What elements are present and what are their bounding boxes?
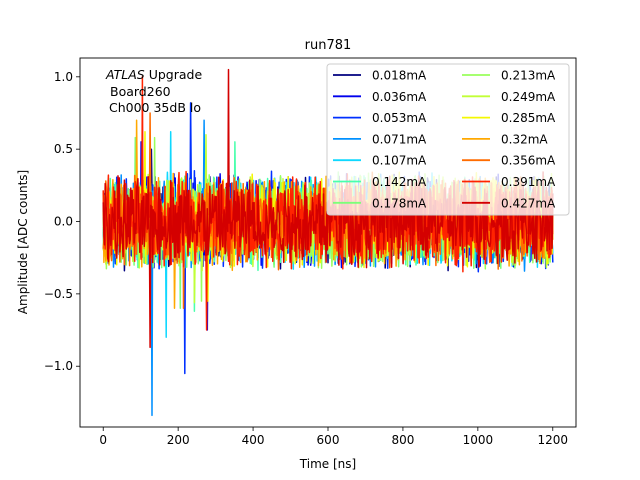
annotation-atlas: ATLAS (105, 67, 145, 82)
x-tick-label: 1000 (463, 433, 494, 447)
legend-label: 0.285mA (501, 111, 556, 125)
x-tick-label: 200 (167, 433, 190, 447)
x-tick-label: 0 (99, 433, 107, 447)
legend-label: 0.32mA (501, 132, 548, 146)
legend-label: 0.178mA (372, 196, 427, 210)
y-axis: −1.0 −0.5 0.0 0.5 1.0 (44, 70, 80, 373)
y-tick-label: 1.0 (54, 70, 73, 84)
legend: 0.018mA 0.036mA 0.053mA 0.071mA 0.107mA 0.142… (326, 63, 570, 216)
legend-label: 0.018mA (372, 69, 427, 83)
legend-box (326, 63, 570, 216)
legend-label: 0.391mA (501, 175, 556, 189)
legend-label: 0.142mA (372, 175, 427, 189)
y-tick-label: −1.0 (44, 359, 73, 373)
y-tick-label: −0.5 (44, 287, 73, 301)
chart-title: run781 (305, 38, 352, 53)
x-axis-label: Time [ns] (299, 457, 356, 471)
legend-label: 0.053mA (372, 111, 427, 125)
annotation-upgrade: Upgrade (145, 67, 203, 82)
atlas-annotation: ATLAS Upgrade Board260 Ch000 35dB lo (105, 67, 202, 115)
legend-label: 0.107mA (372, 154, 427, 168)
y-tick-label: 0.0 (54, 215, 73, 229)
annotation-line-2: Board260 (110, 84, 171, 99)
x-axis: 0 200 400 600 800 1000 1200 (99, 427, 568, 447)
x-tick-label: 400 (242, 433, 265, 447)
legend-label: 0.356mA (501, 154, 556, 168)
x-tick-label: 1200 (538, 433, 569, 447)
x-tick-label: 800 (391, 433, 414, 447)
annotation-line-3: Ch000 35dB lo (109, 100, 201, 115)
annotation-line-1: ATLAS Upgrade (105, 67, 202, 82)
legend-label: 0.036mA (372, 90, 427, 104)
x-tick-label: 600 (317, 433, 340, 447)
legend-label: 0.427mA (501, 196, 556, 210)
y-tick-label: 0.5 (54, 142, 73, 156)
legend-label: 0.071mA (372, 132, 427, 146)
y-axis-label: Amplitude [ADC counts] (16, 170, 30, 314)
legend-label: 0.249mA (501, 90, 556, 104)
legend-label: 0.213mA (501, 69, 556, 83)
